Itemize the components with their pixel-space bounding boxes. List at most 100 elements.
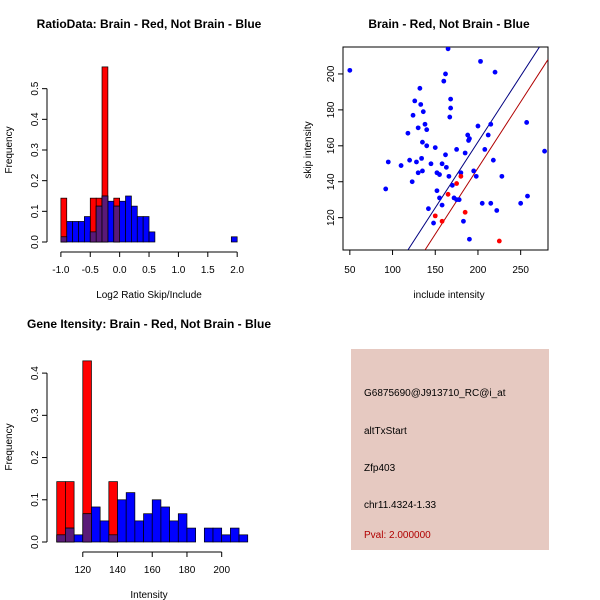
x-tick-label: -0.5 [82,265,100,276]
bar-not-brain [136,216,144,243]
scatter-point-not-brain [405,130,411,136]
scatter-point-not-brain [441,78,447,84]
scatter-point-not-brain [418,102,424,107]
scatter-point-not-brain [407,157,413,163]
bar-not-brain [73,534,84,543]
scatter-point-not-brain [434,188,440,194]
ratio-histogram: RatioData: Brain - Red, Not Brain - Blue… [4,17,262,301]
bar-brain [60,197,68,243]
scatter-point-not-brain [437,195,442,201]
scatter-point-not-brain [422,121,428,127]
bar-not-brain [160,506,170,543]
scatter-point-not-brain [409,179,415,185]
bar-not-brain [148,231,156,243]
bar-not-brain [72,221,79,243]
bar-overlap [89,231,97,243]
scatter-point-not-brain [482,146,488,152]
x-tick-label: 2.0 [230,265,244,276]
fit-line-red [424,59,548,250]
scatter-point-not-brain [443,71,448,77]
scatter-point-brain [432,213,438,219]
scatter-point-not-brain [426,206,431,212]
scatter-point-not-brain [443,152,448,158]
scatter-point-not-brain [412,98,418,104]
scatter-point-not-brain [499,173,505,179]
bar-not-brain [186,527,196,543]
scatter-point-not-brain [485,132,491,138]
bar-not-brain [212,527,223,543]
x-tick-label: -1.0 [52,265,70,276]
x-axis-label: include intensity [413,290,484,301]
x-axis-label: Log2 Ratio Skip/Include [96,290,202,301]
y-tick-label: 0.4 [30,366,41,380]
x-tick-label: 0.0 [113,265,127,276]
bar-not-brain [66,221,73,243]
scatter-point-not-brain [454,146,460,152]
scatter-point-not-brain [424,143,430,149]
y-tick-label: 0.4 [30,112,41,126]
y-tick-label: 0.3 [30,143,41,157]
scatter-point-not-brain [447,114,453,120]
scatter-point-not-brain [410,112,416,118]
scatter-point-not-brain [490,157,496,163]
x-axis-label: Intensity [130,590,167,600]
scatter-point-not-brain [439,202,445,208]
bar-not-brain [203,527,214,543]
scatter-point-not-brain [467,236,472,242]
scatter-point-not-brain [448,105,454,111]
x-tick-label: 100 [384,265,401,276]
scatter-point-not-brain [347,67,353,73]
scatter-point-not-brain [431,220,436,226]
scatter-point-not-brain [428,161,434,167]
scatter-point-not-brain [420,109,426,115]
bar-not-brain [151,499,162,543]
scatter-point-not-brain [542,148,547,154]
y-tick-label: 160 [326,137,337,154]
scatter-point-not-brain [524,120,530,125]
x-tick-label: 120 [74,565,91,576]
bar-not-brain [117,499,127,543]
scatter-point-not-brain [415,170,421,176]
bar-not-brain [78,221,85,243]
chart-title: RatioData: Brain - Red, Not Brain - Blue [37,17,262,31]
x-tick-label: 0.5 [142,265,156,276]
bar-overlap [95,205,103,243]
scatter-point-not-brain [385,159,391,165]
y-tick-label: 0.3 [30,408,41,422]
scatter-point-brain [496,238,502,244]
scatter-point-not-brain [415,125,421,131]
y-tick-label: 0.1 [30,492,41,506]
plot-frame [342,46,549,251]
scatter-point-not-brain [479,200,485,206]
bar-not-brain [230,527,240,543]
bar-not-brain [84,216,91,243]
scatter-point-not-brain [488,200,494,206]
scatter-point-not-brain [525,193,530,199]
x-tick-label: 160 [144,565,161,576]
bar-not-brain [238,534,249,543]
bar-brain [56,481,66,543]
y-tick-label: 0.2 [30,173,41,187]
scatter-point-not-brain [383,186,389,192]
bar-overlap [101,195,109,243]
bar-not-brain [99,520,110,543]
scatter-point-not-brain [488,121,494,127]
location-text: chr11.4324-1.33 [364,500,437,511]
x-tick-label: 1.0 [171,265,185,276]
x-tick-label: 1.5 [201,265,215,276]
x-tick-label: 180 [179,565,196,576]
scatter-point-not-brain [419,155,424,161]
scatter-point-not-brain [475,123,481,129]
x-tick-label: 200 [213,565,230,576]
scatter-point-brain [458,173,464,179]
scatter-point-not-brain [467,136,472,142]
scatter-point-not-brain [398,163,404,168]
event-type-text: altTxStart [364,426,407,437]
scatter-point-not-brain [445,47,451,52]
bar-not-brain [125,492,136,543]
bar-not-brain [131,205,138,243]
bar-overlap [60,236,68,243]
scatter-point-not-brain [443,164,449,170]
scatter-point-not-brain [458,170,464,176]
